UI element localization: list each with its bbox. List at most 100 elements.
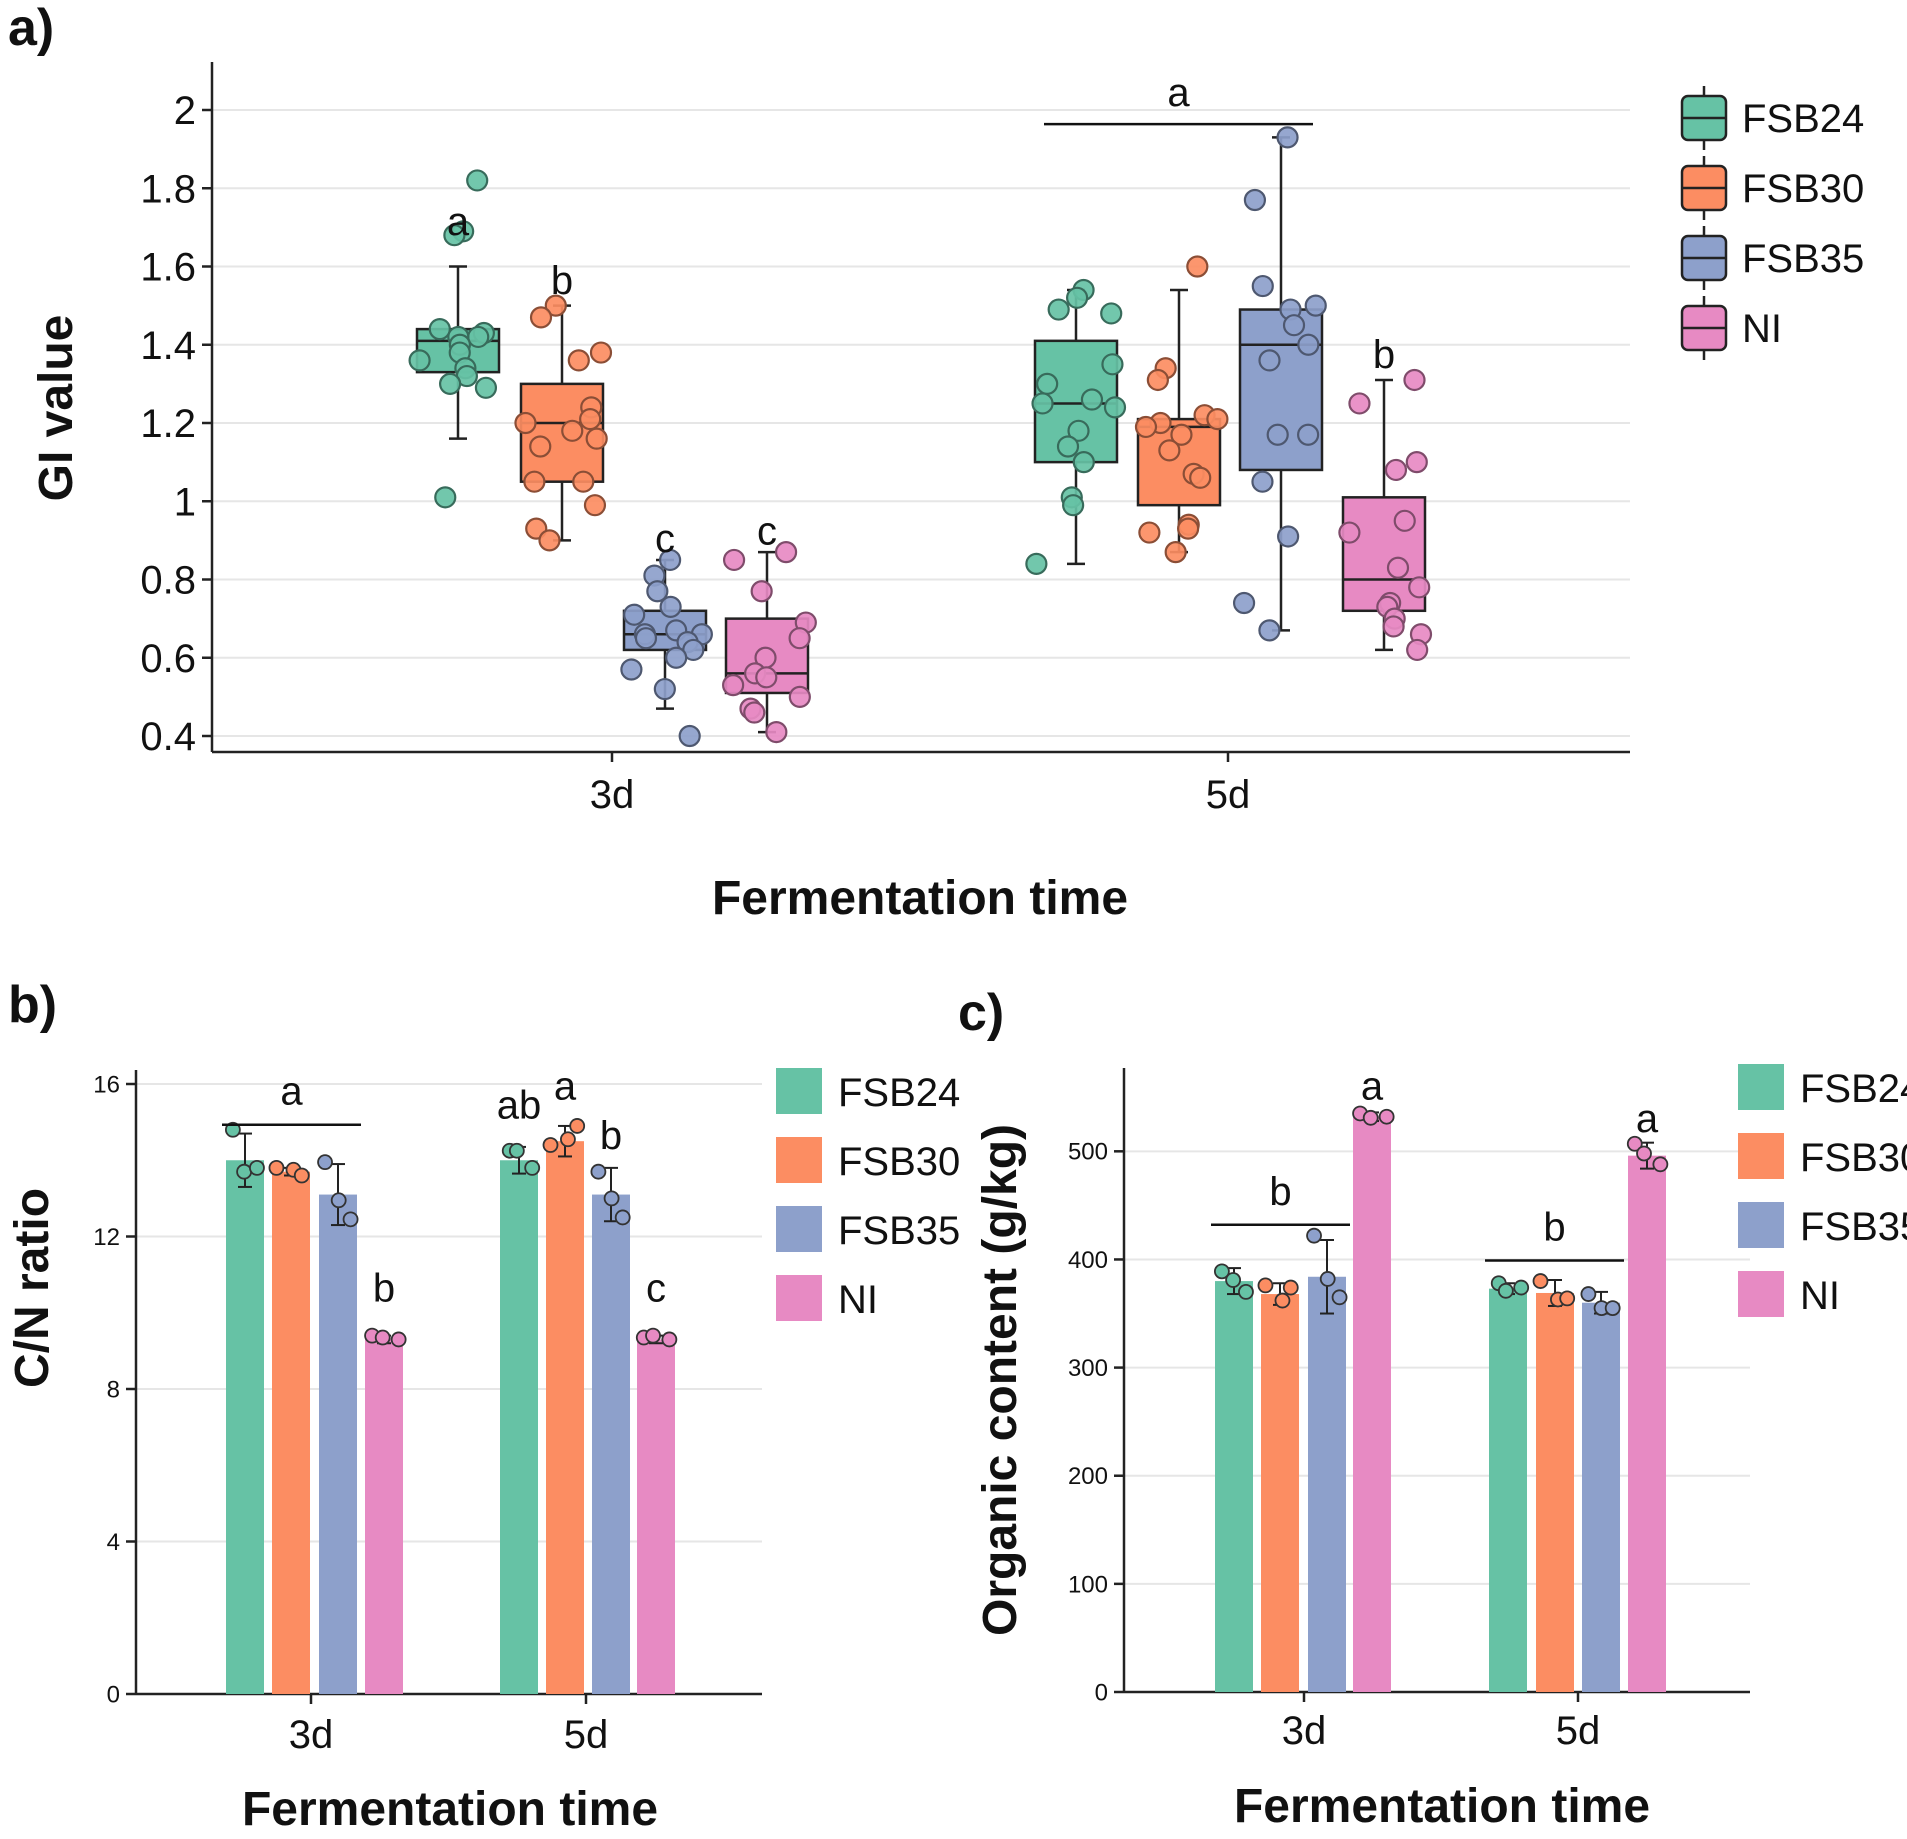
data-point-5d-FSB30-10: [1189, 466, 1212, 489]
legend-label-c-NI: NI: [1800, 1274, 1840, 1318]
data-point-5d-FSB30-8: [1158, 439, 1181, 462]
data-point-5d-FSB30-4: [1206, 407, 1229, 431]
ytick-label-a-5: 1.4: [140, 324, 196, 368]
data-point-b-5d-NI-1: [645, 1327, 661, 1344]
data-point-3d-FSB30-5: [579, 407, 602, 431]
data-point-b-5d-FSB35-2: [614, 1209, 631, 1226]
sig-letter-a-5: b: [1373, 333, 1395, 377]
data-point-5d-FSB30-13: [1138, 521, 1161, 544]
box-3d-FSB30: [514, 294, 613, 552]
sig-letter-b-1: b: [373, 1266, 395, 1310]
data-point-3d-FSB30-0: [544, 294, 567, 317]
data-point-b-3d-NI-2: [390, 1331, 407, 1348]
data-point-5d-FSB24-1: [1065, 286, 1089, 309]
data-point-3d-NI-2: [750, 580, 773, 603]
xtick-label-b-3d: 3d: [289, 1713, 334, 1757]
legend-key-b-NI: [776, 1275, 822, 1321]
data-point-3d-NI-1: [722, 548, 746, 572]
data-point-c-5d-FSB24-2: [1513, 1279, 1530, 1296]
bar-b-5d-NI: [637, 1339, 675, 1694]
ytick-label-a-6: 1.6: [140, 246, 196, 290]
data-point-c-5d-NI-2: [1652, 1156, 1669, 1173]
data-point-5d-FSB24-11: [1072, 451, 1095, 474]
sig-letter-a-0: a: [447, 200, 470, 244]
data-point-5d-NI-13: [1406, 638, 1429, 662]
data-point-3d-FSB35-13: [653, 677, 676, 701]
data-point-5d-NI-1: [1348, 392, 1371, 415]
data-point-b-3d-FSB24-1: [236, 1163, 253, 1180]
data-point-b-5d-FSB30-2: [569, 1118, 586, 1134]
data-point-3d-FSB24-0: [466, 169, 489, 192]
data-point-5d-FSB35-2: [1251, 274, 1274, 298]
data-point-c-5d-FSB30-0: [1532, 1273, 1549, 1289]
data-point-c-3d-FSB35-1: [1319, 1271, 1336, 1287]
data-point-b-5d-FSB35-0: [590, 1163, 607, 1180]
legend-key-c-FSB24: [1738, 1064, 1784, 1110]
legend-label-c-FSB35: FSB35: [1800, 1205, 1907, 1249]
xtick-label-a-5d: 5d: [1206, 773, 1251, 817]
panel-label-c: c): [958, 984, 1004, 1042]
legend-label-a-FSB35: FSB35: [1742, 237, 1864, 281]
data-point-5d-FSB35-8: [1297, 423, 1320, 446]
sig-letter-c-0: b: [1269, 1170, 1291, 1214]
ytick-label-c-5: 500: [1068, 1139, 1108, 1166]
data-point-c-5d-FSB35-0: [1580, 1286, 1597, 1302]
ytick-label-c-4: 400: [1068, 1247, 1108, 1274]
data-point-5d-FSB35-3: [1304, 294, 1327, 317]
data-point-b-3d-FSB35-1: [330, 1192, 347, 1209]
data-point-5d-FSB30-7: [1170, 423, 1193, 446]
sig-letter-a-4: a: [1167, 71, 1190, 115]
sig-letter-a-3: c: [757, 509, 777, 553]
data-point-5d-FSB30-14: [1164, 541, 1187, 564]
bar-b-3d-FSB30: [272, 1171, 310, 1694]
bar-c-3d-FSB24: [1215, 1281, 1253, 1692]
bar-b-3d-FSB35: [319, 1194, 357, 1694]
data-point-5d-FSB24-9: [1067, 419, 1090, 442]
data-point-3d-FSB30-2: [589, 341, 613, 364]
data-point-5d-NI-4: [1393, 509, 1416, 532]
bar-b-5d-FSB24: [500, 1160, 538, 1694]
data-point-c-3d-FSB30-1: [1274, 1292, 1291, 1309]
data-point-3d-FSB30-7: [561, 419, 584, 442]
data-point-b-3d-FSB30-2: [293, 1167, 310, 1184]
data-point-3d-NI-12: [765, 720, 788, 744]
data-point-c-3d-FSB24-2: [1238, 1283, 1254, 1300]
panel-label-a: a): [8, 0, 54, 57]
data-point-5d-NI-2: [1405, 451, 1428, 474]
legend-label-a-FSB30: FSB30: [1742, 167, 1864, 211]
bar-c-5d-FSB35: [1582, 1302, 1620, 1692]
legend-key-c-FSB30: [1738, 1133, 1784, 1179]
ytick-label-b-2: 8: [107, 1376, 120, 1403]
data-point-c-5d-FSB24-1: [1497, 1282, 1514, 1299]
xtick-label-b-5d: 5d: [564, 1713, 609, 1757]
data-point-3d-NI-8: [722, 674, 745, 697]
data-point-3d-NI-11: [743, 701, 766, 724]
legend-label-b-FSB30: FSB30: [838, 1140, 960, 1184]
legend-key-c-FSB35: [1738, 1202, 1784, 1248]
data-point-c-3d-FSB24-0: [1213, 1263, 1230, 1280]
bar-b-3d-NI: [365, 1339, 403, 1694]
data-point-c-3d-FSB30-2: [1282, 1279, 1299, 1296]
box-5d-FSB24: [1025, 278, 1127, 575]
data-point-3d-FSB24-2: [443, 224, 466, 247]
data-point-b-3d-FSB24-2: [249, 1159, 265, 1176]
data-point-3d-NI-9: [788, 685, 811, 708]
data-point-5d-FSB35-1: [1243, 188, 1267, 212]
data-point-3d-FSB35-11: [665, 646, 688, 669]
data-point-3d-FSB30-9: [529, 435, 552, 458]
box-3d-FSB24: [408, 169, 501, 509]
x-axis-title-a: Fermentation time: [712, 872, 1128, 925]
legend-label-c-FSB24: FSB24: [1800, 1067, 1907, 1111]
data-point-3d-FSB24-5: [467, 325, 490, 349]
x-axis-title-b: Fermentation time: [242, 1783, 658, 1834]
legend-label-b-FSB35: FSB35: [838, 1209, 960, 1253]
data-point-c-5d-NI-1: [1636, 1145, 1652, 1162]
bar-c-3d-NI: [1353, 1116, 1391, 1692]
ytick-label-b-4: 16: [93, 1071, 120, 1098]
xtick-label-c-3d: 3d: [1282, 1709, 1327, 1753]
data-point-b-5d-FSB24-1: [508, 1142, 525, 1159]
ytick-label-c-3: 300: [1068, 1355, 1108, 1382]
y-axis-title-a: GI value: [30, 315, 83, 502]
data-point-3d-FSB35-8: [634, 627, 658, 650]
data-point-c-3d-FSB24-1: [1225, 1272, 1242, 1288]
